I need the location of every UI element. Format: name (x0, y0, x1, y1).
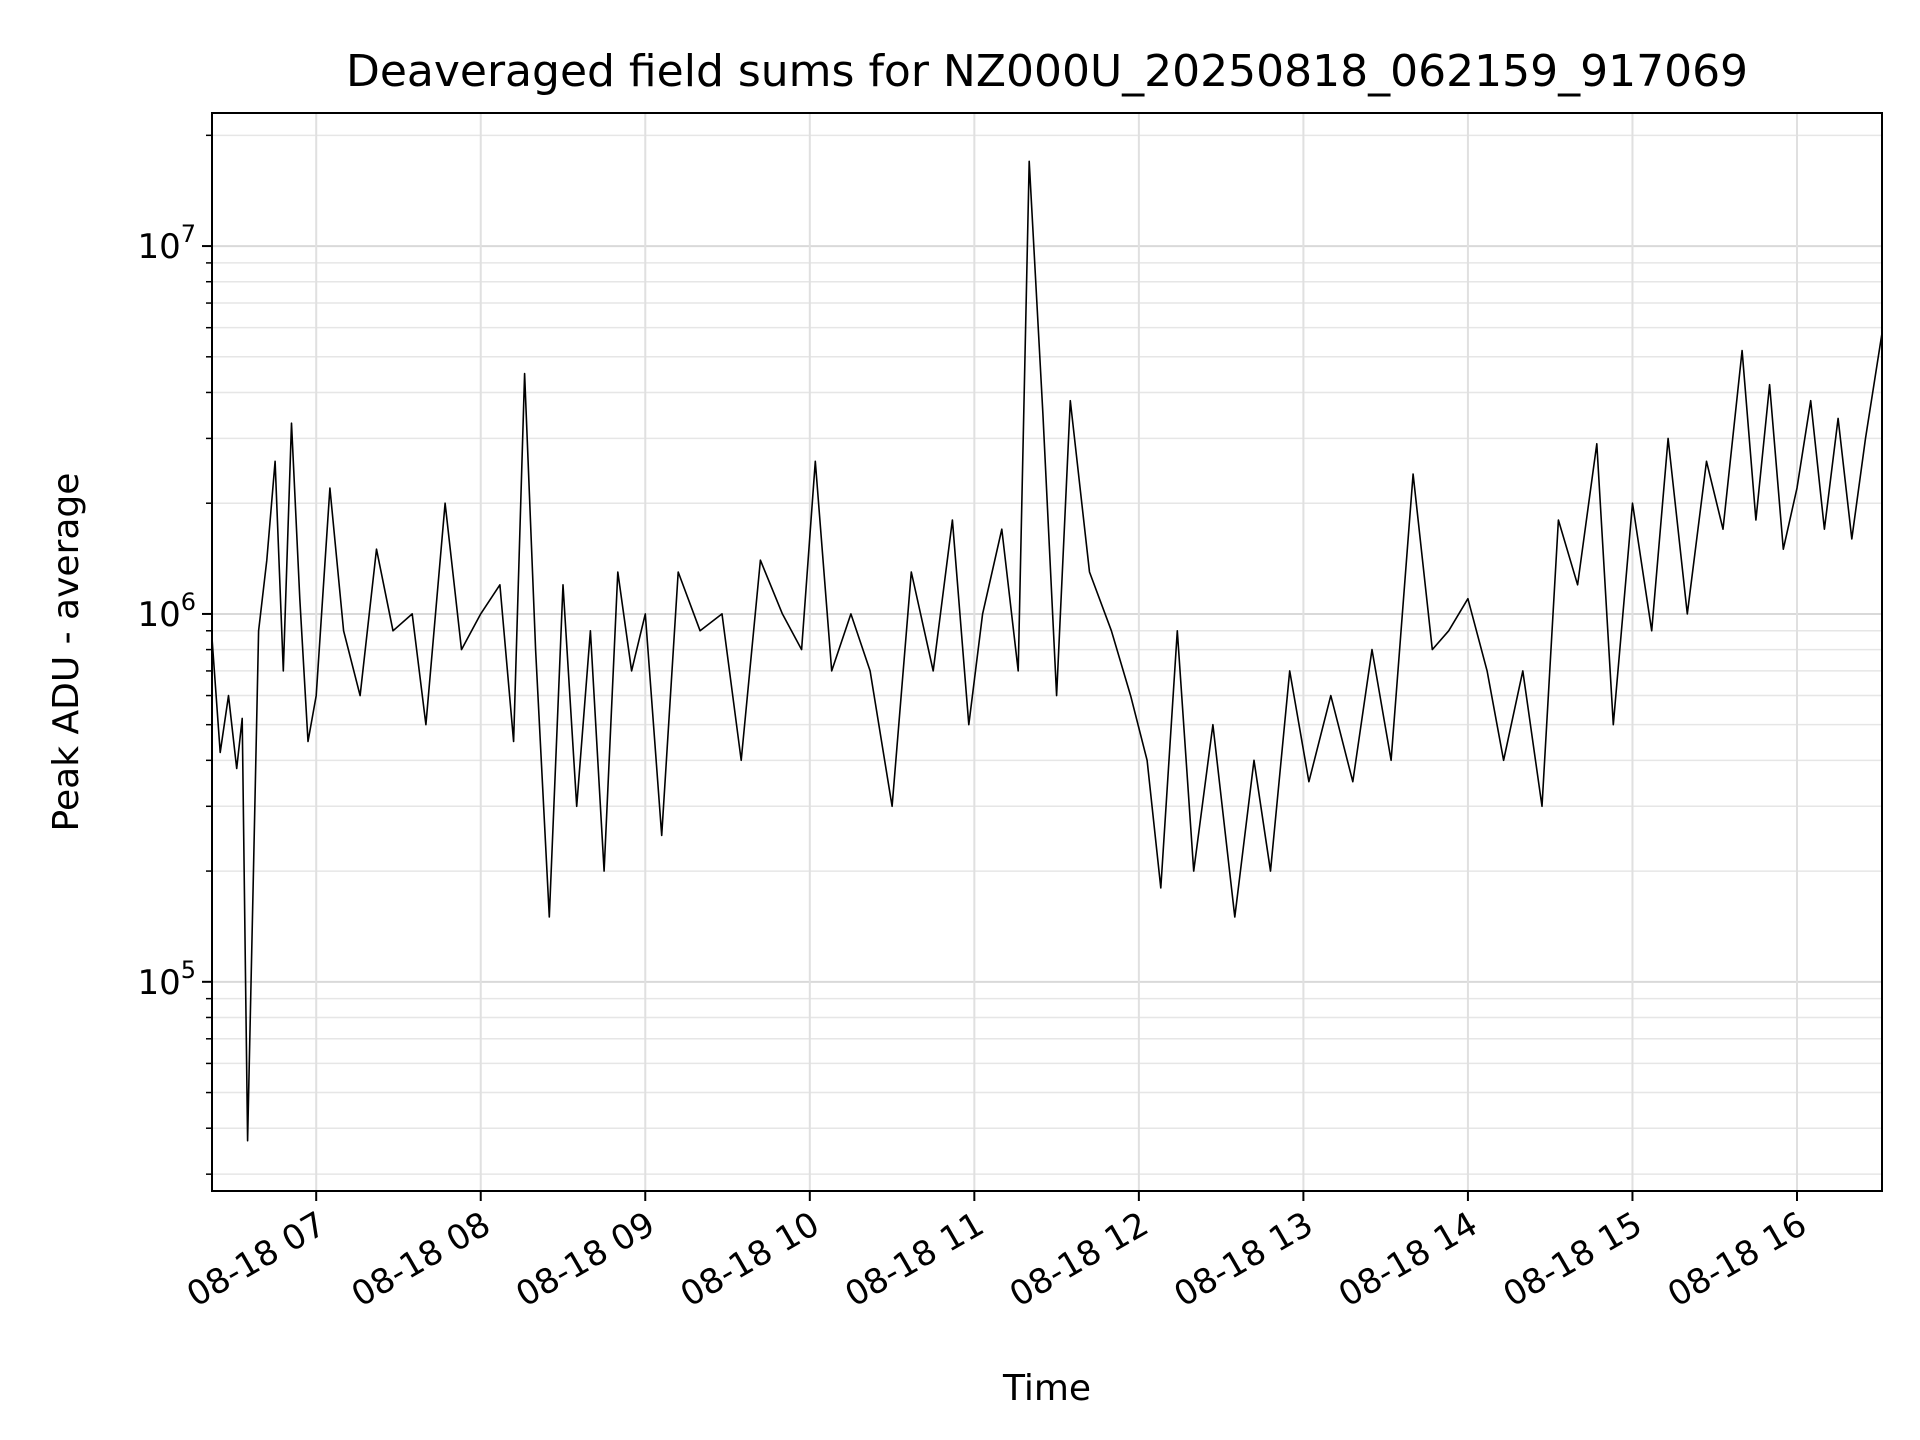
y-tick-label: 107 (137, 220, 196, 267)
plot-frame (211, 112, 1883, 1192)
y-axis: 105 106 107 (137, 134, 212, 1175)
y-axis-label: Peak ADU - average (46, 473, 87, 832)
series-line (211, 160, 1883, 1142)
y-tick-label: 106 (137, 588, 196, 635)
series-layer (211, 160, 1883, 1142)
y-tick-label: 105 (137, 956, 196, 1003)
chart-title: Deaveraged field sums for NZ000U_2025081… (346, 46, 1748, 97)
x-axis-label: Time (1002, 1368, 1091, 1409)
grid (212, 113, 1882, 1191)
